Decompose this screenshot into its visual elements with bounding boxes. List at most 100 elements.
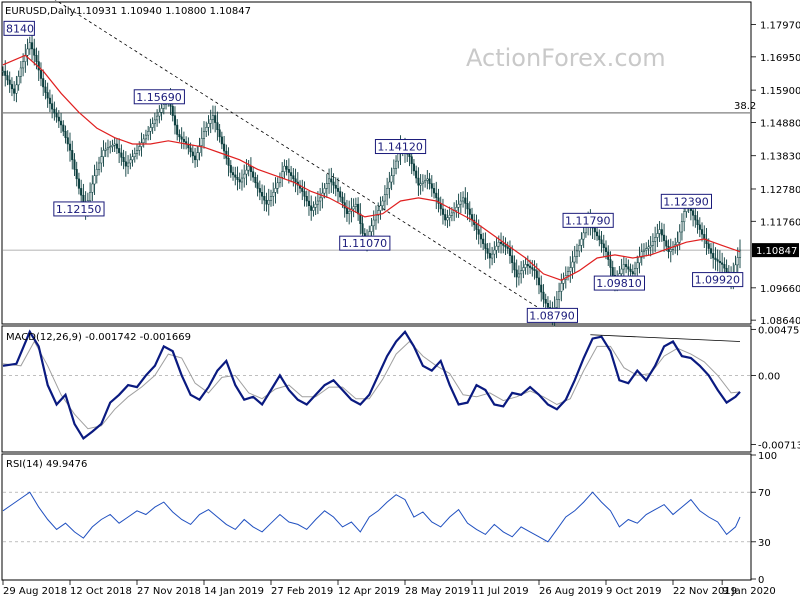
rsi-panel [1, 453, 752, 581]
candle-body [723, 264, 726, 269]
candle-body [89, 192, 92, 201]
last-price-box [752, 243, 799, 258]
candle-body [374, 215, 378, 221]
candle-body [51, 103, 54, 110]
date-tick-label: 9 Oct 2019 [606, 586, 661, 597]
candle-body [106, 147, 110, 150]
rsi-line [2, 491, 741, 543]
annotation-box [593, 275, 645, 291]
candle-body [558, 291, 561, 300]
candle-body [30, 42, 34, 50]
candle-body [26, 48, 29, 56]
moving-average-line [2, 54, 741, 281]
candle-body [676, 241, 679, 245]
candle-body [647, 246, 650, 249]
price-annotation: 1.11070 [339, 235, 391, 251]
macd-line [2, 329, 741, 441]
candle-body [417, 177, 420, 186]
rsi-tick-label: 30 [758, 538, 771, 549]
candle-body [665, 240, 668, 247]
candle-body [104, 148, 107, 151]
candle-body [444, 214, 447, 221]
candle-body [486, 248, 489, 254]
candle-body [191, 151, 194, 157]
price-annotation: 1.12150 [53, 201, 105, 217]
candle-body [633, 268, 637, 275]
candle-body [176, 124, 179, 135]
candle-body [475, 224, 478, 230]
macd-title: MACD(12,26,9) -0.001742 -0.001669 [6, 332, 191, 343]
candle-body [115, 143, 118, 149]
candle-body [415, 170, 418, 179]
candle-body [533, 268, 536, 271]
candle-body [542, 291, 545, 300]
candle-body [124, 161, 127, 167]
candle-body [66, 137, 69, 145]
price-annotation: 1.14120 [374, 139, 427, 155]
candle-body [68, 143, 72, 151]
candle-body [629, 268, 632, 272]
ohlc-values: 1.10931 1.10940 1.10800 1.10847 [76, 6, 251, 17]
candle-body [160, 108, 163, 113]
candle-body [435, 192, 438, 199]
candle-body [42, 78, 45, 88]
annotation-text: 1.15690 [136, 91, 182, 104]
macd-tick-label: 0.004756 [758, 325, 800, 336]
candle-body [216, 122, 219, 130]
date-tick-label: 9 Jan 2020 [722, 586, 776, 597]
annotation-box [133, 89, 185, 105]
candle-body [377, 210, 380, 216]
candle-body [649, 245, 652, 248]
candle-body [37, 61, 40, 71]
candle-body [60, 120, 63, 126]
candle-body [151, 123, 154, 128]
candle-body [656, 233, 659, 238]
candle-body [258, 188, 261, 193]
candle-body [517, 273, 520, 278]
candle-body [48, 97, 51, 104]
candle-body [307, 200, 311, 207]
candle-body [459, 200, 462, 205]
candle-body [544, 298, 547, 304]
candle-body [28, 42, 31, 50]
candle-body [721, 262, 724, 265]
candle-body [135, 150, 139, 154]
candle-body [35, 55, 38, 62]
candle-body [281, 171, 284, 178]
candle-body [194, 155, 197, 161]
price-annotation: 1.09810 [593, 275, 645, 291]
date-tick-label: 27 Feb 2019 [271, 586, 333, 597]
candle-body [156, 115, 159, 121]
candle-body [386, 188, 389, 195]
last-price-label: 1.10847 [756, 246, 797, 257]
candle-body [53, 108, 56, 114]
candle-body [82, 194, 85, 203]
date-tick-label: 12 Apr 2019 [338, 586, 400, 597]
candle-body [285, 165, 288, 170]
candle-body [149, 127, 152, 132]
candle-body [625, 264, 628, 268]
candle-body [133, 153, 136, 157]
candle-body [323, 188, 326, 194]
price-annotation: 8140 [3, 20, 35, 36]
candle-body [372, 219, 375, 227]
candle-body [240, 177, 244, 183]
rsi-tick-label: 100 [758, 451, 777, 462]
candle-body [269, 196, 273, 201]
candle-body [580, 238, 583, 246]
candle-body [33, 48, 36, 56]
candle-body [77, 178, 80, 189]
candle-body [1, 70, 5, 73]
candle-body [515, 269, 518, 278]
candle-body [180, 136, 183, 140]
candle-body [390, 175, 393, 183]
candle-body [716, 259, 719, 262]
candle-body [10, 84, 13, 90]
candle-body [202, 131, 206, 139]
candle-body [292, 175, 295, 180]
price-tick-label: 1.08640 [760, 316, 800, 327]
price-annotation: 1.15690 [133, 89, 185, 105]
price-tick-label: 1.14880 [760, 118, 800, 129]
candle-body [609, 259, 612, 268]
candle-body [522, 267, 525, 271]
